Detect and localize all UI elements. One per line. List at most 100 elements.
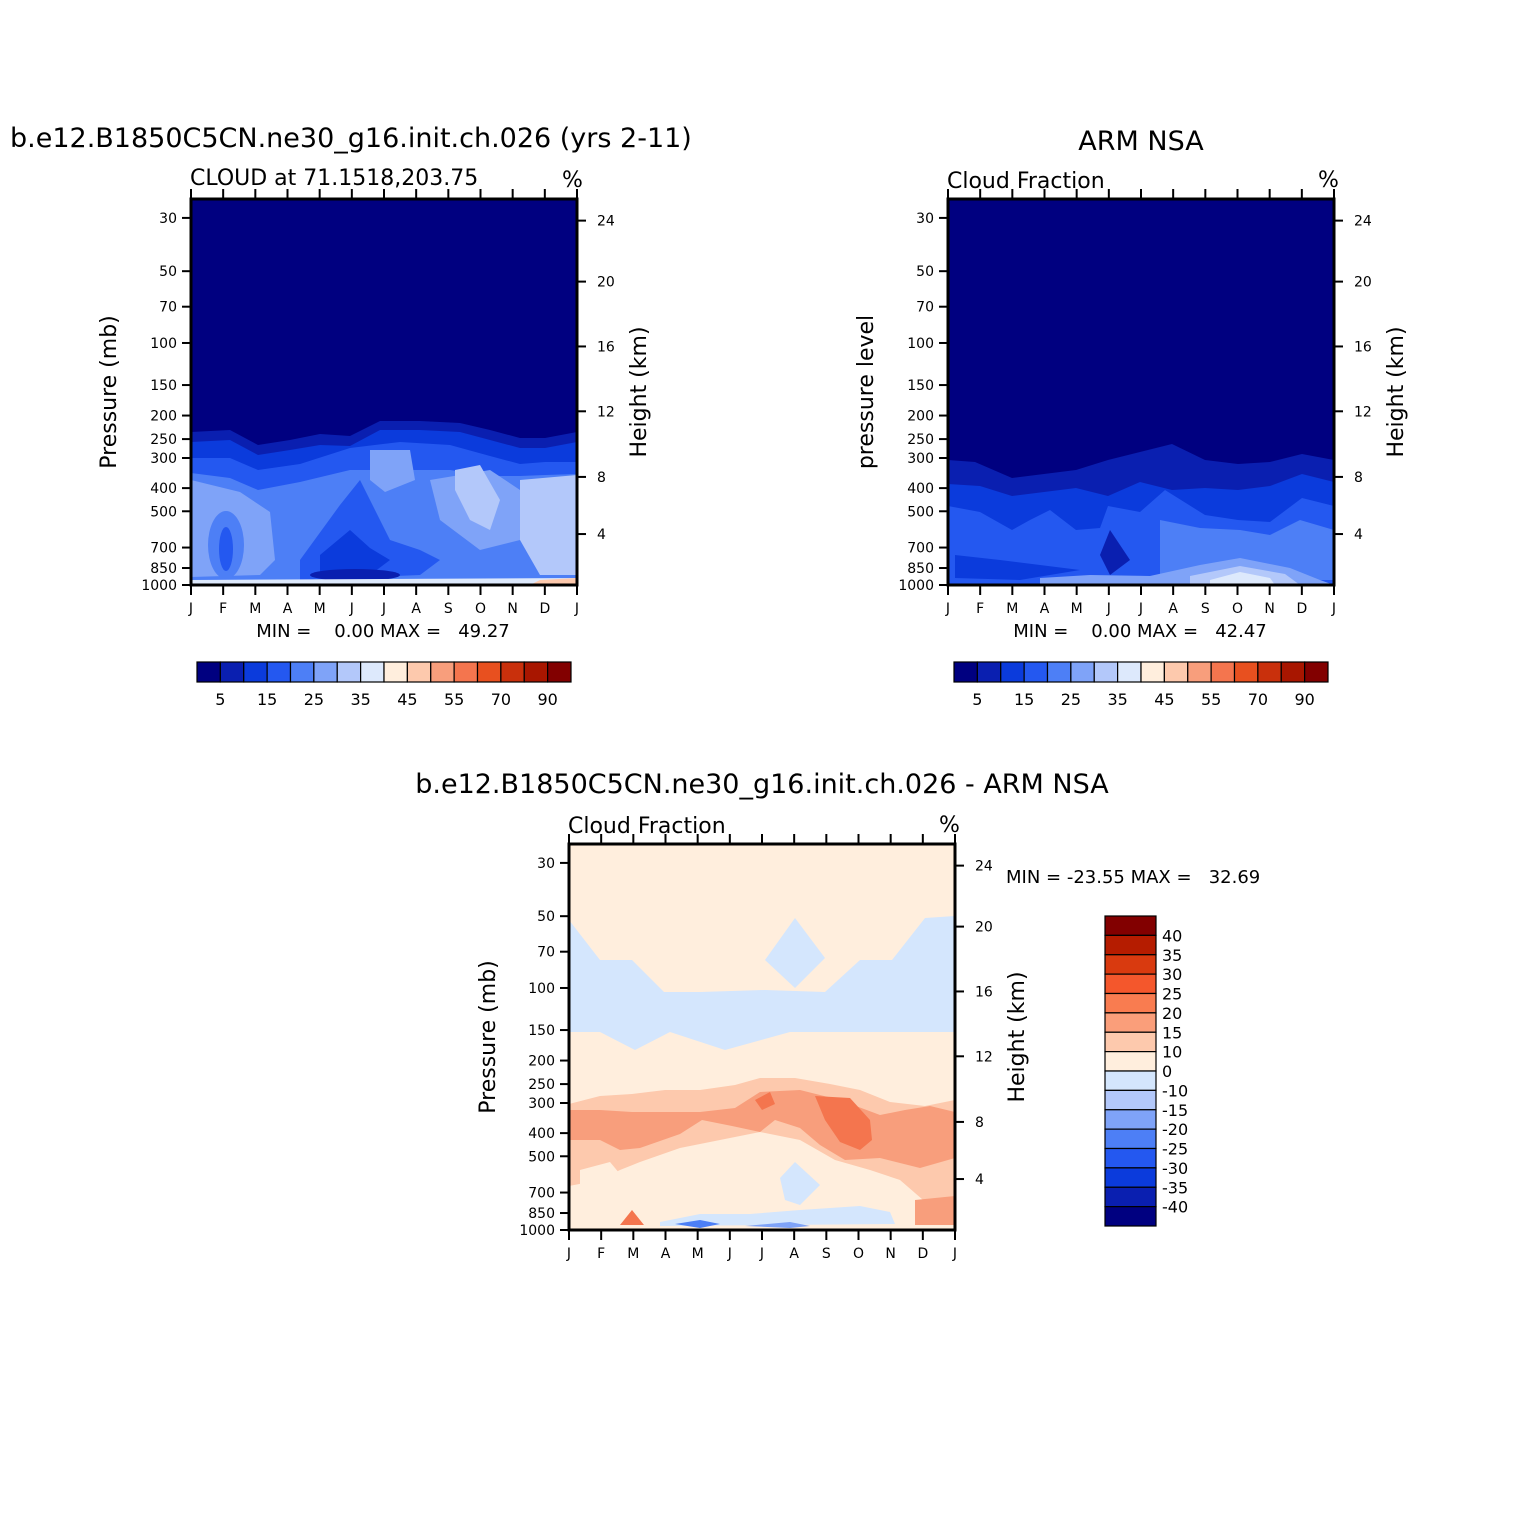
- panel-model-title: b.e12.B1850C5CN.ne30_g16.init.ch.026 (yr…: [10, 123, 692, 154]
- colorbar-swatch: [1104, 1051, 1157, 1072]
- month-tick-label: F: [976, 601, 984, 617]
- colorbar-label: 15: [1162, 1023, 1182, 1042]
- colorbar-swatch: [1140, 661, 1165, 683]
- colorbar-label: 25: [1162, 985, 1182, 1004]
- panel-diff-units: %: [939, 813, 960, 838]
- month-tick-label: J: [759, 1246, 764, 1262]
- panel-obs-right-label: Height (km): [1384, 326, 1409, 457]
- height-axis-diff: 24 20 16 12 8 4: [955, 859, 993, 1188]
- colorbar-label: 90: [1294, 690, 1314, 709]
- colorbar-swatch: [1104, 1031, 1157, 1053]
- height-tick-label: 8: [597, 470, 606, 486]
- colorbar-swatch: [406, 661, 432, 683]
- pressure-tick-label: 100: [907, 336, 934, 352]
- pressure-tick-label: 700: [528, 1186, 555, 1202]
- month-tick-label: M: [1071, 601, 1083, 617]
- pressure-tick-label: 150: [907, 378, 934, 394]
- colorbar-label: 20: [1162, 1004, 1182, 1023]
- pressure-tick-label: 50: [537, 909, 555, 925]
- height-axis-model: 24 20 16 12 8 4: [577, 214, 615, 543]
- month-tick-label: J: [945, 601, 950, 617]
- colorbar-swatch: [1000, 661, 1025, 683]
- pressure-tick-label: 500: [150, 504, 177, 520]
- pressure-tick-label: 500: [907, 504, 934, 520]
- colorbar-swatch: [289, 661, 315, 683]
- pressure-tick-label: 30: [159, 211, 177, 227]
- colorbar-label: -15: [1162, 1101, 1188, 1120]
- month-tick-label: A: [1040, 601, 1050, 617]
- contour-plot-model: [189, 197, 579, 587]
- contour-band-diff-30c: [620, 1210, 644, 1225]
- panel-diff-subtitle: Cloud Fraction: [568, 814, 726, 839]
- colorbar-swatch: [1117, 661, 1142, 683]
- month-tick-label: M: [249, 601, 261, 617]
- month-tick-label: M: [314, 601, 326, 617]
- panel-model: b.e12.B1850C5CN.ne30_g16.init.ch.026 (yr…: [10, 123, 692, 709]
- panel-obs-units: %: [1318, 168, 1339, 193]
- colorbar-label: 25: [1061, 690, 1081, 709]
- height-tick-label: 8: [975, 1115, 984, 1131]
- panel-diff-stats: MIN = -23.55 MAX = 32.69: [1006, 867, 1260, 888]
- pressure-tick-label: 700: [150, 541, 177, 557]
- month-tick-label: M: [627, 1246, 639, 1262]
- colorbar-label: 35: [1162, 946, 1182, 965]
- colorbar-swatch: [1304, 661, 1329, 683]
- contour-band-obs-15b: [955, 555, 1080, 580]
- month-tick-label: D: [917, 1246, 928, 1262]
- colorbar-swatch: [1070, 661, 1095, 683]
- colorbar-swatch: [523, 661, 549, 683]
- contour-band-model-50: [530, 578, 577, 585]
- month-tick-label: J: [1138, 601, 1143, 617]
- contour-plot-diff: [567, 842, 957, 1232]
- panel-obs-stats: MIN = 0.00 MAX = 42.47: [1013, 621, 1266, 642]
- contour-band-diff-10: [580, 1162, 625, 1220]
- pressure-tick-label: 850: [528, 1206, 555, 1222]
- colorbar-swatch: [1233, 661, 1259, 683]
- colorbar-swatch: [1023, 661, 1049, 683]
- colorbar-label: -35: [1162, 1178, 1188, 1197]
- month-tick-label: O: [475, 601, 486, 617]
- panel-model-subtitle: CLOUD at 71.1518,203.75: [190, 166, 478, 191]
- height-tick-label: 12: [597, 404, 615, 420]
- colorbar-swatch: [1257, 661, 1282, 683]
- colorbar-label: 45: [1154, 690, 1174, 709]
- colorbar-swatch: [336, 661, 362, 683]
- panel-obs-title: ARM NSA: [1078, 126, 1204, 157]
- pressure-tick-label: 200: [528, 1054, 555, 1070]
- colorbar-swatch: [1163, 661, 1189, 683]
- contour-band-diff-neg-f: [745, 1222, 810, 1228]
- pressure-tick-label: 300: [150, 451, 177, 467]
- colorbar-swatch: [453, 661, 479, 683]
- month-tick-label: S: [822, 1246, 831, 1262]
- colorbar-swatch: [1104, 1186, 1157, 1208]
- colorbar-swatch: [1104, 1167, 1157, 1188]
- panel-obs-subtitle: Cloud Fraction: [947, 169, 1105, 194]
- contour-band-obs-10b: [1100, 530, 1130, 575]
- height-tick-label: 8: [1354, 470, 1363, 486]
- colorbar-label: 15: [1014, 690, 1034, 709]
- pressure-tick-label: 1000: [898, 578, 934, 594]
- colorbar-swatch: [1104, 934, 1157, 956]
- pressure-tick-label: 850: [150, 561, 177, 577]
- pressure-tick-label: 30: [916, 211, 934, 227]
- pressure-tick-label: 850: [907, 561, 934, 577]
- colorbar-label: 5: [972, 690, 982, 709]
- colorbar-label: -25: [1162, 1140, 1188, 1159]
- colorbar-label: -20: [1162, 1120, 1188, 1139]
- colorbar-swatch: [1104, 954, 1157, 975]
- colorbar-swatch: [313, 661, 338, 683]
- colorbar-swatch: [1093, 661, 1119, 683]
- pressure-tick-label: 50: [916, 264, 934, 280]
- height-tick-label: 16: [597, 339, 615, 355]
- pressure-tick-label: 70: [916, 300, 934, 316]
- pressure-tick-label: 700: [907, 541, 934, 557]
- colorbar-swatch: [1280, 661, 1306, 683]
- colorbar-swatch: [1210, 661, 1236, 683]
- colorbar-label: 40: [1162, 926, 1182, 945]
- colorbar-swatch: [1104, 1109, 1157, 1130]
- contour-band-model-35b: [455, 465, 500, 530]
- colorbar-swatch: [1104, 915, 1157, 936]
